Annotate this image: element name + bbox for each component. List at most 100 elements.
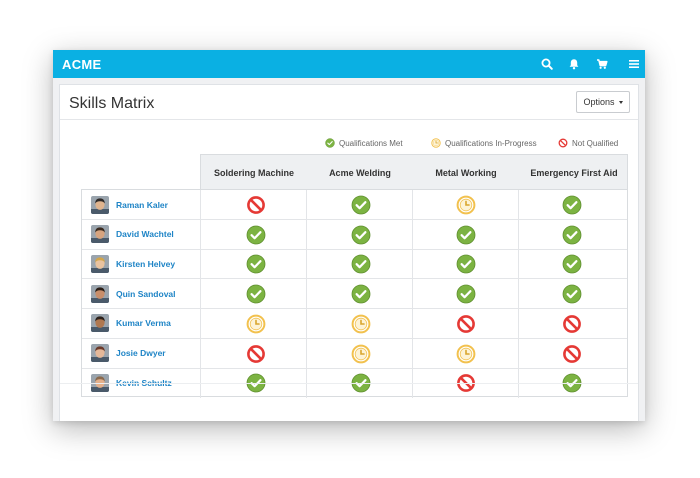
panel-footer-divider <box>60 383 638 384</box>
check-circle-icon[interactable] <box>456 254 476 274</box>
column-divider <box>200 279 201 309</box>
page-title: Skills Matrix <box>69 95 155 112</box>
person-cell[interactable]: Quin Sandoval <box>82 279 200 308</box>
table-row: Josie Dwyer <box>82 338 627 369</box>
check-circle-icon[interactable] <box>246 284 266 304</box>
prohibited-icon[interactable] <box>456 314 476 334</box>
check-circle-icon[interactable] <box>246 225 266 245</box>
column-divider <box>200 219 201 249</box>
avatar <box>91 284 109 303</box>
legend-met-label: Qualifications Met <box>339 138 403 148</box>
person-cell[interactable]: Kirsten Helvey <box>82 249 200 278</box>
column-header-2: Acme Welding <box>329 168 391 178</box>
person-name-link[interactable]: David Wachtel <box>116 229 174 240</box>
table-row: Raman Kaler <box>82 190 627 220</box>
options-label: Options <box>583 97 615 107</box>
person-name-link[interactable]: Kumar Verma <box>116 318 171 329</box>
matrix-table: Raman Kaler David Wachtel Kirsten Helvey Qu… <box>81 189 628 399</box>
column-divider <box>306 308 307 338</box>
legend-not-qualified: Not Qualified <box>558 136 618 150</box>
person-cell[interactable]: David Wachtel <box>82 220 200 249</box>
legend-in-progress-label: Qualifications In-Progress <box>445 138 537 148</box>
search-icon[interactable] <box>540 57 554 71</box>
column-divider <box>518 249 519 279</box>
person-cell[interactable]: Kumar Verma <box>82 309 200 338</box>
column-divider <box>306 219 307 249</box>
column-divider <box>412 308 413 338</box>
options-dropdown-button[interactable]: Options <box>576 91 630 113</box>
person-cell[interactable]: Josie Dwyer <box>82 339 200 368</box>
brand-logo[interactable]: ACME <box>62 57 102 72</box>
column-divider <box>518 308 519 338</box>
clock-circle-icon[interactable] <box>456 195 476 215</box>
column-divider <box>200 190 201 219</box>
app-window: ACME Skills Matrix Options Qualification… <box>53 50 645 421</box>
avatar <box>91 314 109 333</box>
check-circle-icon[interactable] <box>456 284 476 304</box>
column-divider <box>306 338 307 368</box>
table-row: David Wachtel <box>82 219 627 250</box>
check-circle-icon[interactable] <box>562 225 582 245</box>
clock-circle-icon <box>431 138 441 148</box>
prohibited-icon <box>558 138 568 148</box>
column-divider <box>200 338 201 368</box>
bell-icon[interactable] <box>567 57 581 71</box>
column-header-1: Soldering Machine <box>213 168 294 178</box>
column-divider <box>412 338 413 368</box>
top-navbar: ACME <box>53 50 645 78</box>
clock-circle-icon[interactable] <box>351 314 371 334</box>
cart-icon[interactable] <box>595 57 609 71</box>
avatar <box>91 344 109 362</box>
person-name-link[interactable]: Josie Dwyer <box>116 348 166 358</box>
legend-not-qualified-label: Not Qualified <box>572 138 619 148</box>
column-divider <box>200 249 201 279</box>
column-divider <box>412 219 413 249</box>
column-divider <box>518 190 519 219</box>
table-row: Kumar Verma <box>82 308 627 339</box>
clock-circle-icon[interactable] <box>351 344 371 364</box>
prohibited-icon[interactable] <box>246 195 266 215</box>
prohibited-icon[interactable] <box>246 344 266 364</box>
prohibited-icon[interactable] <box>562 314 582 334</box>
check-circle-icon[interactable] <box>351 284 371 304</box>
check-circle-icon[interactable] <box>351 225 371 245</box>
column-divider <box>518 338 519 368</box>
column-divider <box>518 279 519 309</box>
column-divider <box>412 190 413 219</box>
prohibited-icon[interactable] <box>562 344 582 364</box>
avatar <box>91 225 109 244</box>
person-name-link[interactable]: Quin Sandoval <box>116 288 176 299</box>
skills-matrix-panel: Skills Matrix Options Qualifications Met… <box>59 84 639 421</box>
avatar <box>91 195 109 214</box>
matrix-header-row: Soldering Machine Acme Welding Metal Worki… <box>200 154 628 190</box>
check-circle-icon <box>325 138 335 148</box>
table-row: Kirsten Helvey <box>82 249 627 280</box>
column-header-3: Metal Working <box>435 168 497 178</box>
column-divider <box>518 219 519 249</box>
check-circle-icon[interactable] <box>351 195 371 215</box>
column-divider <box>306 190 307 219</box>
check-circle-icon[interactable] <box>562 254 582 274</box>
clock-circle-icon[interactable] <box>456 344 476 364</box>
check-circle-icon[interactable] <box>456 225 476 245</box>
table-row: Quin Sandoval <box>82 279 627 310</box>
column-divider <box>306 279 307 309</box>
person-cell[interactable]: Raman Kaler <box>82 190 200 219</box>
column-divider <box>200 308 201 338</box>
caret-down-icon <box>618 100 623 104</box>
person-name-link[interactable]: Kirsten Helvey <box>116 258 176 269</box>
check-circle-icon[interactable] <box>562 284 582 304</box>
legend-met: Qualifications Met <box>325 136 403 150</box>
legend-in-progress: Qualifications In-Progress <box>431 136 537 150</box>
check-circle-icon[interactable] <box>246 254 266 274</box>
avatar <box>91 254 109 273</box>
menu-icon[interactable] <box>627 57 641 71</box>
check-circle-icon[interactable] <box>562 195 582 215</box>
column-divider <box>412 279 413 309</box>
column-header-4: Emergency First Aid <box>530 168 618 178</box>
column-divider <box>306 249 307 279</box>
title-divider <box>60 119 638 120</box>
clock-circle-icon[interactable] <box>246 314 266 334</box>
check-circle-icon[interactable] <box>351 254 371 274</box>
person-name-link[interactable]: Raman Kaler <box>116 199 168 210</box>
